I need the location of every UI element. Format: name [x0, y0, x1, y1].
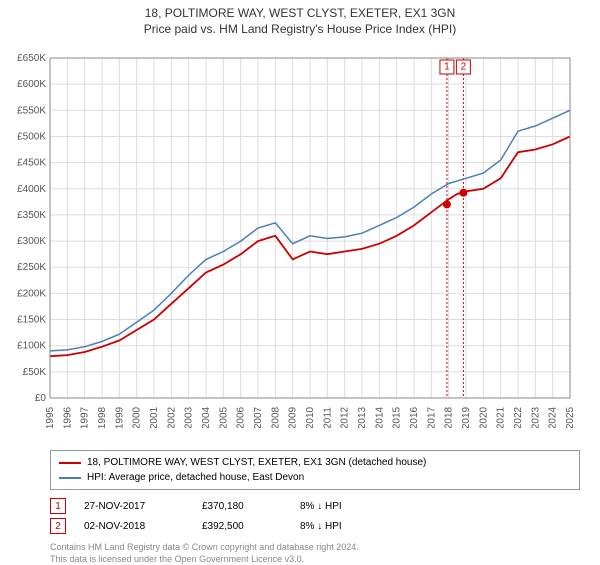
svg-text:2015: 2015 — [392, 406, 403, 428]
svg-text:£250K: £250K — [17, 262, 46, 273]
svg-text:2: 2 — [461, 62, 467, 73]
chart-area: £0£50K£100K£150K£200K£250K£300K£350K£400… — [50, 48, 580, 428]
svg-text:1998: 1998 — [97, 406, 108, 428]
svg-text:2016: 2016 — [409, 406, 420, 428]
svg-text:£500K: £500K — [17, 131, 46, 142]
svg-text:2021: 2021 — [496, 406, 507, 428]
legend-row: 18, POLTIMORE WAY, WEST CLYST, EXETER, E… — [59, 455, 571, 470]
svg-text:£150K: £150K — [17, 315, 46, 326]
chart-title: 18, POLTIMORE WAY, WEST CLYST, EXETER, E… — [0, 6, 600, 20]
footer-attribution: Contains HM Land Registry data © Crown c… — [50, 542, 580, 565]
svg-text:2014: 2014 — [374, 406, 385, 428]
svg-text:2019: 2019 — [461, 406, 472, 428]
svg-text:1999: 1999 — [114, 406, 125, 428]
svg-text:2001: 2001 — [149, 406, 160, 428]
svg-text:2022: 2022 — [513, 406, 524, 428]
svg-text:2018: 2018 — [444, 406, 455, 428]
svg-text:2008: 2008 — [270, 406, 281, 428]
chart-subtitle: Price paid vs. HM Land Registry's House … — [0, 22, 600, 36]
svg-text:£650K: £650K — [17, 53, 46, 64]
legend-swatch — [59, 462, 81, 464]
chart-svg: £0 £50K £100K £150K £200K £250K £300K £350K £400… — [10, 48, 580, 428]
sale-price: £392,500 — [202, 521, 282, 532]
legend-label: 18, POLTIMORE WAY, WEST CLYST, EXETER, E… — [87, 455, 426, 470]
sale-marker-icon: 1 — [50, 498, 66, 514]
svg-text:£450K: £450K — [17, 158, 46, 169]
svg-text:2013: 2013 — [357, 406, 368, 428]
svg-text:1995: 1995 — [45, 406, 56, 428]
svg-text:1997: 1997 — [80, 406, 91, 428]
sale-row: 2 02-NOV-2018 £392,500 8% ↓ HPI — [50, 516, 580, 536]
svg-text:2020: 2020 — [478, 406, 489, 428]
svg-text:2000: 2000 — [132, 406, 143, 428]
footer-line: Contains HM Land Registry data © Crown c… — [50, 542, 580, 554]
svg-text:2009: 2009 — [288, 406, 299, 428]
svg-text:2004: 2004 — [201, 406, 212, 428]
legend-label: HPI: Average price, detached house, East… — [87, 470, 304, 485]
legend-row: HPI: Average price, detached house, East… — [59, 470, 571, 485]
legend-frame: 18, POLTIMORE WAY, WEST CLYST, EXETER, E… — [50, 450, 580, 490]
svg-text:£50K: £50K — [23, 367, 47, 378]
footer-line: This data is licensed under the Open Gov… — [50, 554, 580, 565]
chart-container: 18, POLTIMORE WAY, WEST CLYST, EXETER, E… — [0, 0, 600, 560]
svg-text:2023: 2023 — [530, 406, 541, 428]
sale-row: 1 27-NOV-2017 £370,180 8% ↓ HPI — [50, 496, 580, 516]
svg-text:£400K: £400K — [17, 184, 46, 195]
svg-text:2017: 2017 — [426, 406, 437, 428]
svg-text:2007: 2007 — [253, 406, 264, 428]
sales-rows: 1 27-NOV-2017 £370,180 8% ↓ HPI 2 02-NOV… — [50, 496, 580, 536]
svg-text:2002: 2002 — [166, 406, 177, 428]
svg-text:£550K: £550K — [17, 105, 46, 116]
svg-text:2010: 2010 — [305, 406, 316, 428]
sale-date: 02-NOV-2018 — [84, 521, 184, 532]
svg-text:£0: £0 — [35, 393, 47, 404]
svg-text:£600K: £600K — [17, 79, 46, 90]
svg-text:2012: 2012 — [340, 406, 351, 428]
sale-price: £370,180 — [202, 501, 282, 512]
sale-pct: 8% ↓ HPI — [300, 501, 400, 512]
legend-and-data: 18, POLTIMORE WAY, WEST CLYST, EXETER, E… — [50, 450, 580, 565]
sale-pct: 8% ↓ HPI — [300, 521, 400, 532]
svg-text:£100K: £100K — [17, 341, 46, 352]
svg-text:2025: 2025 — [565, 406, 576, 428]
svg-text:2003: 2003 — [184, 406, 195, 428]
svg-text:£300K: £300K — [17, 236, 46, 247]
sale-marker-icon: 2 — [50, 518, 66, 534]
svg-text:2011: 2011 — [322, 407, 333, 428]
svg-text:1996: 1996 — [62, 406, 73, 428]
svg-text:1: 1 — [444, 62, 450, 73]
svg-text:2024: 2024 — [548, 406, 559, 428]
svg-text:2006: 2006 — [236, 406, 247, 428]
title-block: 18, POLTIMORE WAY, WEST CLYST, EXETER, E… — [0, 0, 600, 36]
sale-date: 27-NOV-2017 — [84, 501, 184, 512]
svg-text:£350K: £350K — [17, 210, 46, 221]
svg-text:£200K: £200K — [17, 288, 46, 299]
svg-text:2005: 2005 — [218, 406, 229, 428]
legend-swatch — [59, 477, 81, 479]
